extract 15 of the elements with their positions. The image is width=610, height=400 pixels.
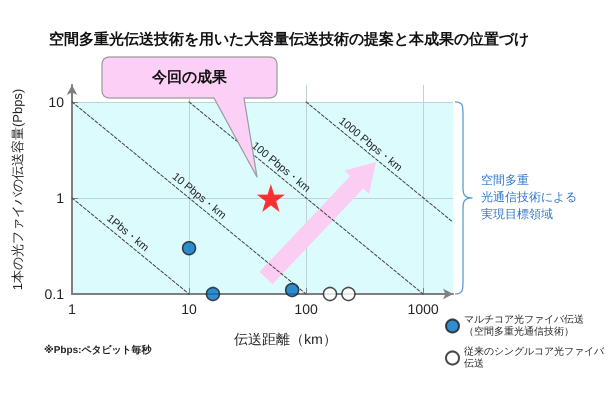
y-tick-label: 10 xyxy=(48,94,64,110)
annotation: 今回の成果 xyxy=(150,68,228,88)
x-tick-label: 10 xyxy=(181,301,198,317)
legend-label: 従来のシングルコア光ファイバ伝送 xyxy=(464,346,605,370)
text: ※Pbps:ペタビット毎秒 xyxy=(44,344,152,357)
legend-label: マルチコア光ファイバ伝送（空間多重光通信技術） xyxy=(464,314,584,338)
x-tick-label: 100 xyxy=(294,301,318,317)
band-label: 空間多重光通信技術による実現目標領域 xyxy=(481,172,578,223)
x-tick-label: 1 xyxy=(68,301,76,317)
x-axis-title: 伝送距離（km） xyxy=(234,331,337,347)
x-tick-label: 1000 xyxy=(408,301,439,317)
y-tick-label: 1 xyxy=(56,190,64,206)
y-tick-label: 0.1 xyxy=(44,286,64,302)
chart-title: 空間多重光伝送技術を用いた大容量伝送技術の提案と本成果の位置づけ xyxy=(49,30,529,48)
y-axis-title: 1本の光ファイバの伝送容量(Pbps) xyxy=(10,88,25,290)
